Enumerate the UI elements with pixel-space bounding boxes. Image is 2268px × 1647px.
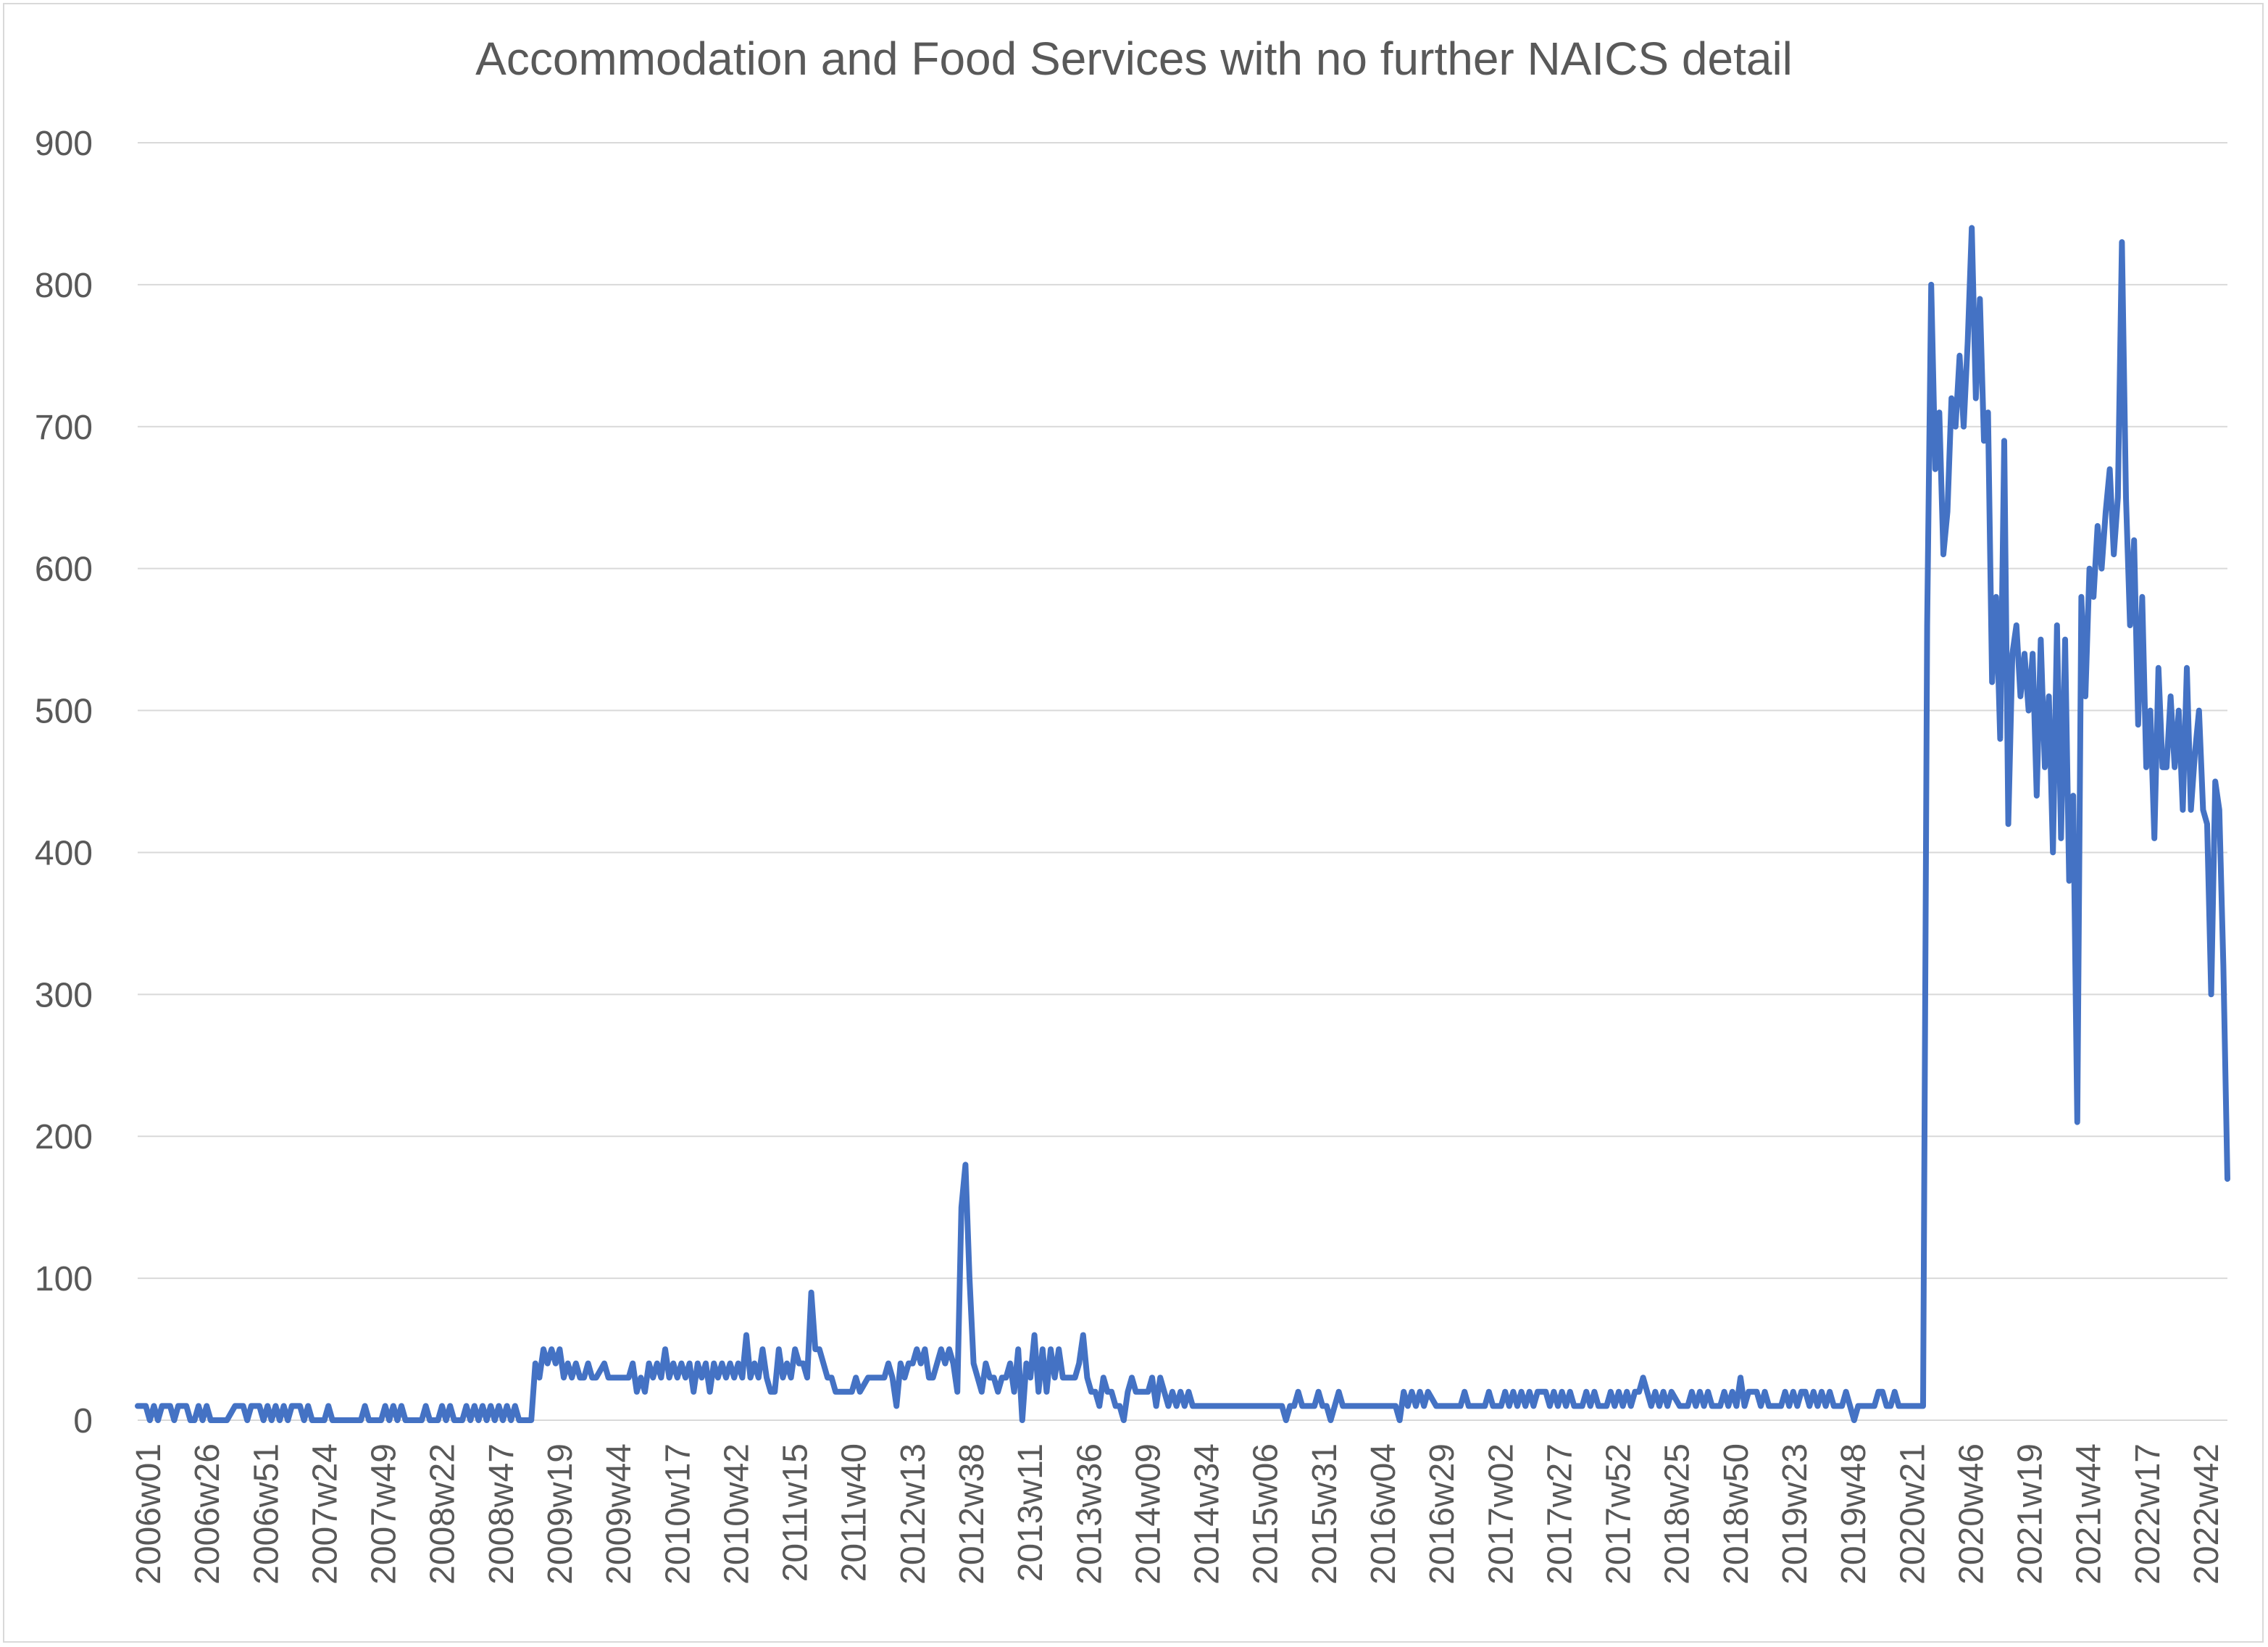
x-tick-label: 2015w31 <box>1306 1443 1344 1585</box>
chart-title: Accommodation and Food Services with no … <box>475 33 1793 85</box>
series-line <box>135 225 2230 1423</box>
x-tick-label: 2010w17 <box>659 1443 697 1585</box>
x-tick-label: 2012w38 <box>953 1443 991 1585</box>
y-tick-label: 0 <box>73 1402 93 1440</box>
x-tick-label: 2009w44 <box>600 1443 638 1585</box>
x-tick-label: 2006w01 <box>130 1443 168 1585</box>
y-tick-label: 600 <box>35 551 93 589</box>
x-tick-label: 2014w09 <box>1129 1443 1167 1585</box>
x-tick-label: 2007w24 <box>306 1443 344 1585</box>
x-tick-label: 2016w04 <box>1364 1443 1403 1585</box>
x-tick-label: 2011w15 <box>777 1443 815 1582</box>
chart-frame <box>3 3 2264 1643</box>
x-tick-label: 2017w52 <box>1600 1443 1638 1585</box>
y-tick-label: 700 <box>35 409 93 447</box>
x-tick-label: 2008w22 <box>424 1443 462 1585</box>
x-tick-label: 2019w23 <box>1776 1443 1814 1585</box>
x-axis-ticks: 2006w01 2006w26 2006w51 2007w24 2007w49 2008w… <box>130 1443 2226 1585</box>
x-tick-label: 2021w19 <box>2011 1443 2050 1585</box>
x-tick-label: 2014w34 <box>1188 1443 1227 1585</box>
y-tick-label: 400 <box>35 834 93 872</box>
x-tick-label: 2020w21 <box>1893 1443 1932 1585</box>
y-tick-label: 500 <box>35 693 93 731</box>
x-tick-label: 2020w46 <box>1952 1443 1990 1585</box>
x-tick-label: 2012w13 <box>894 1443 933 1585</box>
x-tick-label: 2006w51 <box>247 1443 285 1585</box>
x-tick-label: 2022w17 <box>2129 1443 2167 1585</box>
x-tick-label: 2011w40 <box>835 1443 874 1582</box>
y-tick-label: 800 <box>35 267 93 305</box>
x-tick-label: 2017w27 <box>1541 1443 1579 1585</box>
x-tick-label: 2010w42 <box>717 1443 756 1585</box>
x-tick-label: 2019w48 <box>1835 1443 1873 1585</box>
x-tick-label: 2013w36 <box>1070 1443 1109 1585</box>
x-tick-label: 2009w19 <box>541 1443 580 1585</box>
y-tick-label: 200 <box>35 1118 93 1156</box>
y-tick-label: 900 <box>35 125 93 163</box>
y-tick-label: 300 <box>35 976 93 1014</box>
y-axis-ticks: 0 100 200 300 400 500 600 700 800 900 <box>35 125 93 1440</box>
x-tick-label: 2017w02 <box>1482 1443 1520 1585</box>
x-tick-label: 2021w44 <box>2070 1443 2109 1585</box>
x-tick-label: 2022w42 <box>2188 1443 2226 1585</box>
x-tick-label: 2016w29 <box>1423 1443 1462 1585</box>
x-tick-label: 2018w25 <box>1659 1443 1697 1585</box>
gridlines <box>138 142 2227 1421</box>
x-tick-label: 2007w49 <box>365 1443 404 1585</box>
x-tick-label: 2018w50 <box>1717 1443 1756 1585</box>
x-tick-label: 2006w26 <box>188 1443 227 1585</box>
y-tick-label: 100 <box>35 1260 93 1298</box>
x-tick-label: 2013w11 <box>1012 1443 1050 1582</box>
x-tick-label: 2015w06 <box>1247 1443 1285 1585</box>
x-tick-label: 2008w47 <box>483 1443 521 1585</box>
